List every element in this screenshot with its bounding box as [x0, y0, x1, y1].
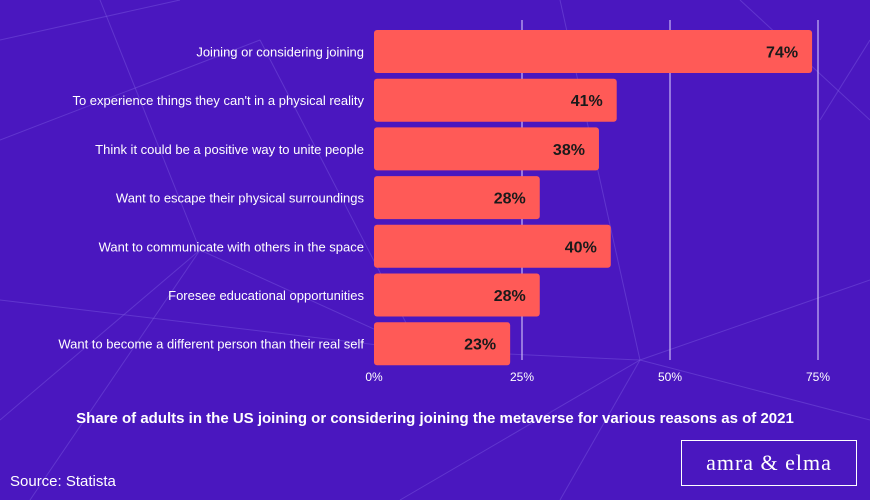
category-label: Think it could be a positive way to unit… [95, 142, 364, 157]
category-label: Foresee educational opportunities [168, 288, 364, 303]
x-axis-ticks: 0% 25% 50% 75% [365, 370, 830, 384]
bar [374, 322, 511, 366]
category-label: Want to become a different person than t… [58, 337, 364, 352]
value-label: 38% [553, 142, 585, 159]
category-label: Joining or considering joining [196, 45, 364, 60]
value-label: 28% [494, 191, 526, 208]
value-label: 40% [565, 239, 597, 256]
category-label: To experience things they can't in a phy… [72, 93, 364, 108]
category-label: Want to escape their physical surroundin… [116, 191, 365, 206]
value-labels: 74% 41% 38% 28% 40% 28% 23% [464, 45, 798, 354]
bar [374, 176, 540, 220]
x-tick-label: 75% [806, 370, 830, 384]
category-labels: Joining or considering joining To experie… [58, 45, 364, 352]
category-label: Want to communicate with others in the s… [99, 239, 364, 254]
source-label: Source: Statista [10, 473, 116, 490]
bar [374, 224, 611, 268]
x-tick-label: 25% [510, 370, 534, 384]
bar [374, 273, 540, 317]
logo-text: amra & elma [706, 450, 832, 475]
value-label: 41% [571, 93, 603, 110]
value-label: 28% [494, 288, 526, 305]
value-label: 74% [766, 45, 798, 62]
x-tick-label: 0% [365, 370, 383, 384]
bar [374, 30, 813, 73]
value-label: 23% [464, 337, 496, 354]
bar-chart: Joining or considering joining To experie… [58, 20, 830, 384]
bar [374, 127, 599, 171]
brand-logo: amra & elma [681, 440, 857, 486]
chart-title: Share of adults in the US joining or con… [76, 410, 794, 427]
bar [374, 78, 617, 122]
bars [374, 30, 813, 366]
x-tick-label: 50% [658, 370, 682, 384]
